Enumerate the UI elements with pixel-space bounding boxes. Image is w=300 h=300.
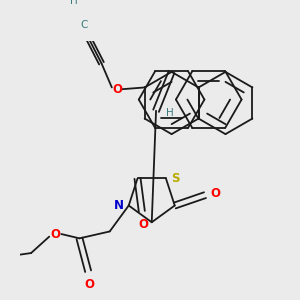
Text: H: H [167,107,174,118]
Text: O: O [112,83,122,96]
Text: S: S [171,172,180,185]
Text: N: N [113,199,124,212]
Text: O: O [50,227,60,241]
Text: O: O [85,278,95,291]
Text: H: H [70,0,78,6]
Text: C: C [80,20,88,30]
Text: O: O [139,218,148,231]
Text: O: O [210,187,220,200]
